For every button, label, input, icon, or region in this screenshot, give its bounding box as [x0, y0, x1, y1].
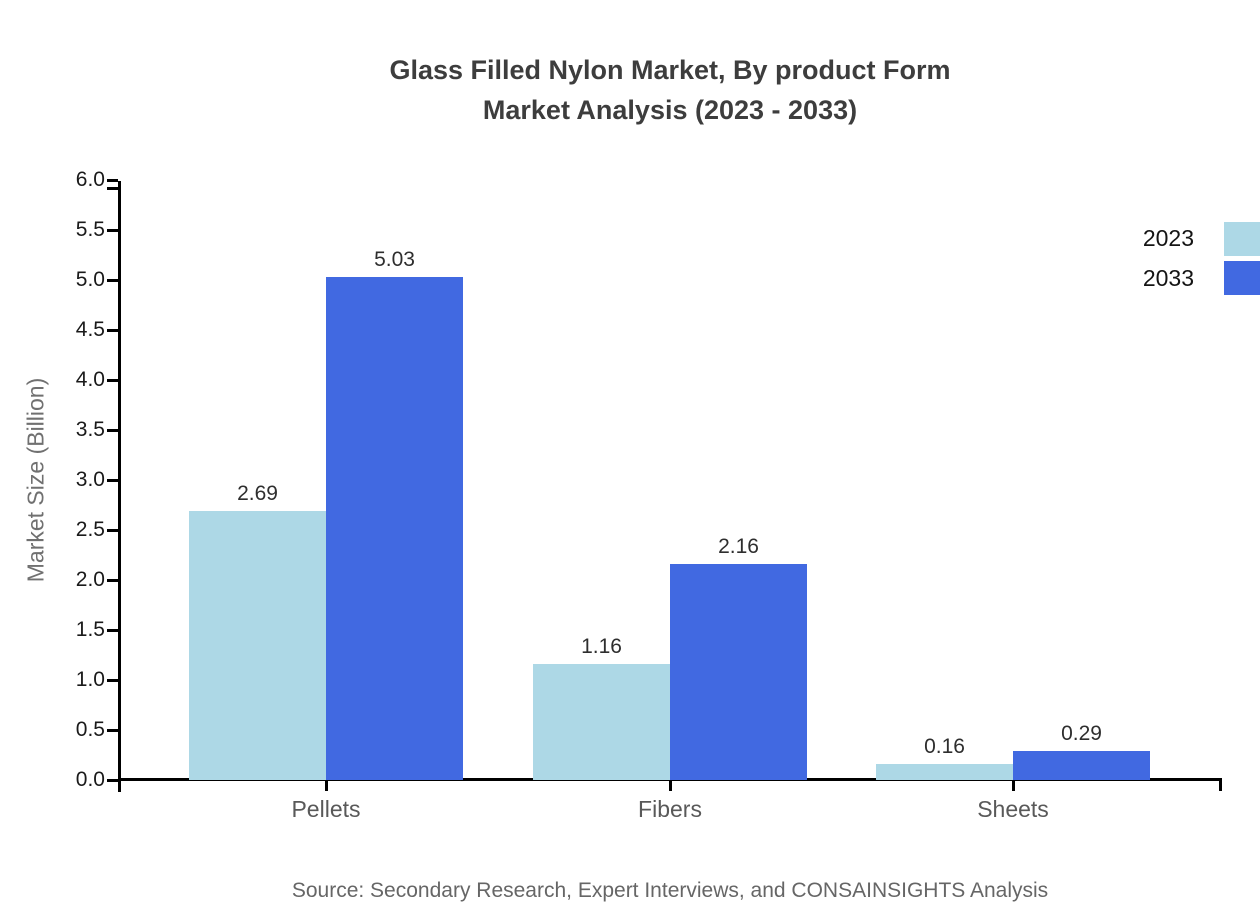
bar-value-label: 5.03	[374, 248, 415, 271]
x-axis-tick	[669, 781, 672, 791]
y-axis-tick	[107, 329, 118, 332]
y-axis-tick	[107, 529, 118, 532]
x-axis-tick	[1012, 781, 1015, 791]
y-axis-tick	[107, 379, 118, 382]
y-axis-tick	[107, 229, 118, 232]
bar-value-label: 0.16	[924, 735, 965, 758]
y-axis-tick-label: 4.5	[75, 318, 105, 341]
category-label-pellets: Pellets	[291, 796, 361, 822]
legend-swatch-2023	[1224, 222, 1260, 256]
y-axis-tick-label: 2.0	[75, 568, 105, 591]
category-label-sheets: Sheets	[977, 796, 1049, 822]
y-axis-tick	[107, 429, 118, 432]
y-axis-tick-label: 6.0	[75, 168, 105, 191]
bar-2033-fibers	[670, 564, 807, 780]
bar-2023-fibers	[533, 664, 670, 780]
y-axis-tick-label: 0.0	[75, 768, 105, 791]
y-axis-top-cap-tick	[107, 187, 118, 190]
y-axis-spine	[118, 181, 121, 792]
y-axis-tick-label: 0.5	[75, 718, 105, 741]
legend-label-2033: 2033	[1142, 265, 1194, 291]
bar-value-label: 2.69	[237, 482, 278, 505]
chart-title: Glass Filled Nylon Market, By product Fo…	[80, 50, 1260, 130]
y-axis-tick-label: 2.5	[75, 518, 105, 541]
y-axis-tick	[107, 729, 118, 732]
legend-label-2023: 2023	[1142, 225, 1194, 251]
y-axis-tick	[107, 279, 118, 282]
y-axis-tick	[107, 479, 118, 482]
bar-2033-sheets	[1013, 751, 1150, 780]
y-axis-tick	[107, 779, 118, 782]
y-axis-tick-label: 1.5	[75, 618, 105, 641]
source-attribution: Source: Secondary Research, Expert Inter…	[291, 879, 1049, 902]
chart-title-line2: Market Analysis (2023 - 2033)	[482, 95, 858, 125]
legend-swatch-2033	[1224, 261, 1260, 295]
y-axis-tick-label: 5.5	[75, 218, 105, 241]
category-label-fibers: Fibers	[638, 796, 702, 822]
y-axis-tick-label: 1.0	[75, 668, 105, 691]
y-axis-tick-label: 5.0	[75, 268, 105, 291]
bar-2033-pellets	[326, 277, 463, 780]
chart-title-line1: Glass Filled Nylon Market, By product Fo…	[389, 55, 951, 85]
y-axis-tick	[107, 679, 118, 682]
bar-value-label: 0.29	[1061, 722, 1102, 745]
bar-2023-sheets	[876, 764, 1013, 780]
x-axis-tick	[325, 781, 328, 791]
bar-value-label: 1.16	[581, 635, 622, 658]
x-axis-end-tick	[1219, 778, 1222, 791]
y-axis-tick-label: 3.5	[75, 418, 105, 441]
y-axis-tick-label: 4.0	[75, 368, 105, 391]
bar-2023-pellets	[189, 511, 326, 780]
y-axis-tick	[107, 629, 118, 632]
y-axis-tick-label: 3.0	[75, 468, 105, 491]
y-axis-tick	[107, 179, 118, 182]
bar-value-label: 2.16	[718, 535, 759, 558]
y-axis-tick	[107, 579, 118, 582]
